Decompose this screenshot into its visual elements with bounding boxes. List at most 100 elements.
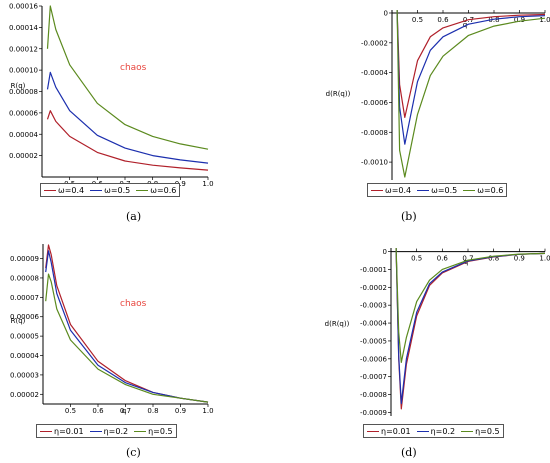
chart-panel-d: 0.5 0.6 0.7 0.8 0.9 1.0 0 -0.0001 -0.0002 -0.0003… bbox=[275, 231, 550, 463]
chart-b-legend: ω=0.4 ω=0.5 ω=0.6 bbox=[367, 183, 508, 197]
y-tick-label: -0.0010 bbox=[361, 159, 388, 167]
x-tick-label: 1.0 bbox=[202, 407, 213, 415]
y-tick-label: 0.00010 bbox=[9, 67, 38, 75]
y-tick-label: 0.00016 bbox=[9, 3, 38, 11]
x-tick-label: 0.6 bbox=[92, 407, 104, 415]
chart-c-caption: (c) bbox=[126, 446, 141, 459]
series-line-1 bbox=[45, 244, 209, 403]
legend-item: η=0.2 bbox=[89, 426, 129, 436]
legend-label: ω=0.5 bbox=[104, 185, 131, 195]
x-tick-label: 0.9 bbox=[175, 407, 186, 415]
legend-swatch bbox=[463, 189, 476, 191]
chart-c-legend: η=0.01 η=0.2 η=0.5 bbox=[36, 424, 177, 438]
legend-swatch bbox=[90, 189, 103, 191]
y-tick-label: -0.0002 bbox=[360, 284, 387, 292]
y-tick-label: 0.00006 bbox=[10, 313, 39, 321]
series-line-1 bbox=[46, 110, 209, 171]
series-line-3 bbox=[45, 273, 209, 403]
legend-swatch bbox=[417, 189, 430, 191]
legend-item: ω=0.4 bbox=[371, 186, 411, 195]
series-line-3 bbox=[395, 247, 546, 363]
legend-swatch bbox=[136, 189, 149, 191]
y-tick-label: -0.0006 bbox=[360, 355, 388, 363]
legend-label: η=0.5 bbox=[475, 426, 500, 436]
chart-b-caption: (b) bbox=[401, 210, 417, 223]
chart-d-legend: η=0.01 η=0.2 η=0.5 bbox=[363, 424, 504, 438]
legend-swatch bbox=[89, 430, 102, 432]
y-tick-label: 0.00009 bbox=[10, 255, 39, 263]
x-tick-label: 0.8 bbox=[147, 407, 158, 415]
series-line-2 bbox=[46, 71, 209, 164]
x-tick-label: 0.8 bbox=[488, 16, 499, 24]
legend-item: η=0.01 bbox=[367, 427, 411, 436]
legend-swatch bbox=[416, 430, 429, 432]
y-tick-label: -0.0006 bbox=[361, 99, 389, 107]
x-tick-label: 1.0 bbox=[539, 255, 550, 263]
chart-a-caption: (a) bbox=[126, 210, 142, 223]
y-tick-label: 0.00012 bbox=[9, 45, 38, 53]
y-tick-label: -0.0002 bbox=[361, 39, 388, 47]
y-axis-label: R(q) bbox=[11, 82, 26, 90]
chaos-annotation: chaos bbox=[120, 63, 147, 73]
series-line-2 bbox=[396, 9, 546, 145]
chart-d-caption: (d) bbox=[401, 446, 417, 459]
legend-item: ω=0.5 bbox=[90, 186, 130, 195]
x-tick-label: 0.5 bbox=[65, 407, 76, 415]
legend-item: ω=0.4 bbox=[44, 186, 84, 195]
legend-item: ω=0.6 bbox=[136, 186, 176, 195]
x-tick-label: 1.0 bbox=[539, 16, 550, 24]
y-tick-label: -0.0007 bbox=[360, 373, 387, 381]
legend-label: ω=0.6 bbox=[150, 185, 177, 195]
x-tick-label: 0.7 bbox=[462, 255, 473, 263]
y-axis-label: d(R(q)) bbox=[325, 320, 350, 328]
legend-swatch bbox=[461, 430, 474, 432]
y-tick-label: -0.0001 bbox=[360, 266, 387, 274]
legend-label: η=0.01 bbox=[381, 426, 411, 436]
y-tick-label: -0.0004 bbox=[361, 69, 389, 77]
x-tick-label: 1.0 bbox=[202, 180, 213, 188]
chaos-annotation: chaos bbox=[120, 299, 147, 309]
y-tick-label: 0.00008 bbox=[9, 88, 38, 96]
legend-swatch bbox=[40, 430, 52, 432]
y-tick-label: 0.00002 bbox=[9, 152, 38, 160]
legend-item: ω=0.5 bbox=[417, 186, 457, 195]
series-line-2 bbox=[45, 250, 209, 403]
legend-item: η=0.5 bbox=[461, 427, 500, 436]
y-tick-label: 0.00007 bbox=[10, 294, 39, 302]
series-line-2 bbox=[395, 247, 546, 405]
y-tick-label: -0.0003 bbox=[360, 302, 387, 310]
legend-swatch bbox=[134, 430, 147, 432]
series-line-1 bbox=[395, 247, 546, 410]
x-tick-label: 0.9 bbox=[514, 255, 525, 263]
y-tick-label: -0.0008 bbox=[360, 391, 387, 399]
y-tick-label: 0.00014 bbox=[9, 24, 38, 32]
legend-swatch bbox=[44, 189, 56, 191]
y-tick-label: 0.00005 bbox=[10, 333, 39, 341]
legend-item: η=0.01 bbox=[40, 427, 84, 436]
chart-panel-b: 0.5 0.6 0.7 0.8 0.9 1.0 0 -0.0002 -0.0004 -0.0006… bbox=[275, 0, 550, 231]
legend-label: η=0.2 bbox=[103, 426, 129, 436]
y-tick-label: -0.0005 bbox=[360, 337, 387, 345]
x-tick-label: 0.5 bbox=[412, 16, 423, 24]
legend-item: η=0.2 bbox=[416, 426, 456, 436]
y-tick-label: -0.0004 bbox=[360, 320, 388, 328]
y-tick-label: 0.00008 bbox=[10, 274, 39, 282]
y-tick-label: 0.00004 bbox=[9, 131, 38, 139]
y-tick-label: 0.00002 bbox=[10, 391, 39, 399]
legend-label: η=0.01 bbox=[54, 426, 84, 436]
x-tick-label: 0.8 bbox=[488, 255, 499, 263]
legend-item: ω=0.6 bbox=[463, 186, 503, 195]
x-axis-label: q bbox=[463, 21, 467, 29]
chart-b-plot: 0.5 0.6 0.7 0.8 0.9 1.00-0.0002-0.0004-0.0006… bbox=[326, 9, 550, 180]
x-axis-label: q bbox=[122, 407, 126, 415]
legend-label: ω=0.4 bbox=[385, 185, 412, 195]
chart-a-plot: 0.50.60.70.80.91.00.000020.000040.000060… bbox=[9, 3, 214, 190]
legend-label: η=0.2 bbox=[430, 426, 456, 436]
legend-label: η=0.5 bbox=[148, 426, 173, 436]
legend-item: η=0.5 bbox=[134, 427, 173, 436]
series-line-3 bbox=[46, 5, 209, 150]
y-tick-label: -0.0008 bbox=[361, 129, 388, 137]
y-tick-label: 0 bbox=[383, 248, 387, 256]
chart-panel-a: 0.50.60.70.80.91.00.000020.000040.000060… bbox=[0, 0, 275, 231]
x-tick-label: 0.6 bbox=[437, 255, 449, 263]
